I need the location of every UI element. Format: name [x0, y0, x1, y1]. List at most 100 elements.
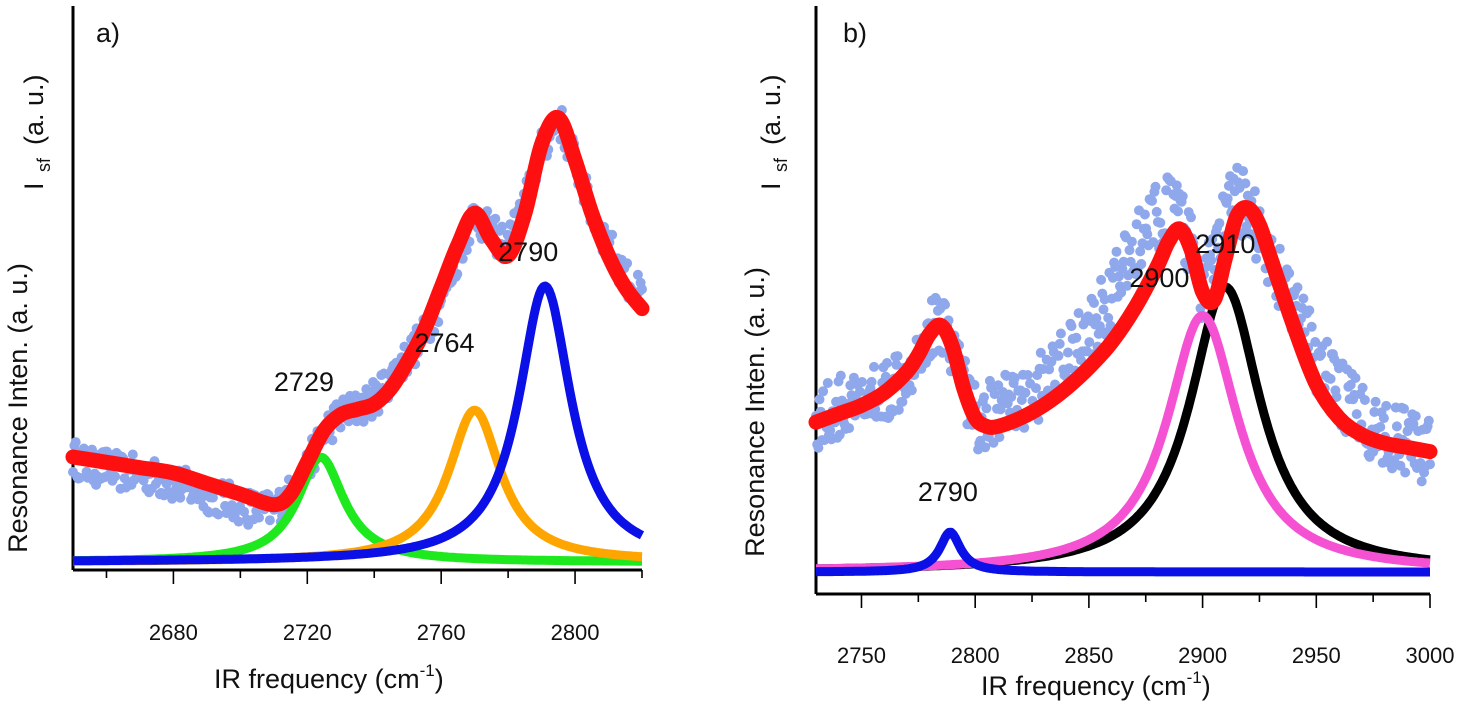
data-point: [979, 392, 989, 403]
data-point: [1147, 195, 1157, 206]
data-point: [818, 386, 829, 397]
data-point: [1416, 476, 1427, 487]
data-point: [1148, 237, 1159, 248]
data-point: [825, 425, 836, 436]
panel-b-ylabel-bottom: Resonance Inten. (a. u.): [740, 267, 770, 557]
data-point: [207, 492, 218, 503]
data-point: [1022, 370, 1033, 380]
panel-a-label: a): [96, 18, 120, 48]
x-tick-label: 2800: [951, 643, 1000, 668]
data-point: [1249, 186, 1260, 197]
data-point: [892, 351, 903, 362]
data-point: [1370, 396, 1381, 407]
resonance-curve-2790: [70, 281, 645, 566]
data-point: [1113, 271, 1124, 282]
data-point: [1103, 312, 1114, 323]
data-point: [254, 512, 264, 523]
panel-a-xlabel-sup: -1: [420, 661, 435, 680]
panel-a: a) I sf (a. u.) Resonance Inten. (a. u.)…: [3, 6, 650, 694]
data-point: [1331, 392, 1342, 402]
panel-b-xlabel-sup: -1: [1187, 668, 1202, 687]
data-point: [1118, 256, 1129, 267]
data-point: [239, 506, 250, 517]
data-point: [1071, 332, 1082, 343]
panel-a-xlabel: IR frequency (cm-1): [214, 661, 444, 694]
panel-a-ylabel-top-main: I: [19, 182, 49, 190]
data-point: [70, 437, 81, 448]
data-point: [1381, 400, 1392, 411]
data-point: [1091, 313, 1102, 324]
panel-b-ylabel-top: I sf (a. u.): [756, 74, 791, 190]
data-point: [1053, 350, 1064, 361]
data-point: [1400, 467, 1411, 478]
data-point: [1357, 382, 1368, 393]
data-point: [327, 435, 338, 446]
data-point: [1139, 209, 1150, 220]
x-tick-label: 2950: [1292, 643, 1341, 668]
data-point: [995, 404, 1006, 415]
data-point: [1325, 373, 1336, 384]
data-point: [1054, 338, 1065, 349]
data-point: [822, 378, 833, 388]
data-point: [607, 229, 618, 240]
data-point: [1035, 347, 1046, 358]
peak-label-2790: 2790: [498, 237, 558, 267]
data-point: [213, 509, 224, 520]
data-point: [1089, 298, 1099, 308]
data-point: [637, 284, 647, 295]
data-point: [1122, 280, 1133, 291]
data-point: [1142, 229, 1153, 240]
data-point: [1298, 293, 1309, 304]
data-point: [1096, 274, 1107, 285]
data-point: [1125, 256, 1136, 267]
peak-label-2729: 2729: [274, 367, 334, 397]
data-point: [1206, 255, 1217, 266]
x-tick-label: 2900: [1178, 643, 1227, 668]
data-point: [1251, 253, 1262, 264]
data-point: [1171, 180, 1182, 191]
peak-label-2910: 2910: [1195, 229, 1255, 259]
data-point: [893, 404, 904, 415]
data-point: [835, 370, 846, 381]
data-point: [1031, 383, 1041, 394]
panel-b-resonance-curves: [813, 282, 1433, 577]
x-tick-label: 3000: [1406, 643, 1455, 668]
data-point: [127, 449, 138, 460]
data-point: [866, 376, 877, 387]
data-point: [1284, 268, 1295, 279]
panel-a-fit-curve: [65, 110, 650, 513]
data-point: [1098, 304, 1109, 315]
data-point: [1423, 415, 1434, 426]
data-point: [1241, 221, 1252, 232]
data-point: [1351, 409, 1362, 420]
data-point: [1009, 373, 1020, 383]
data-point: [969, 379, 980, 390]
peak-label-2790: 2790: [918, 477, 978, 507]
x-tick-label: 2850: [1064, 643, 1113, 668]
peak-label-2764: 2764: [414, 328, 474, 358]
x-tick-label: 2720: [283, 620, 332, 645]
panel-a-xlabel-main: IR frequency (cm: [214, 664, 420, 694]
data-point: [1055, 328, 1066, 339]
data-point: [1222, 193, 1233, 204]
data-point: [622, 258, 633, 269]
data-point: [1240, 178, 1251, 189]
x-tick-label: 2800: [551, 620, 600, 645]
panel-b-ylabel-top-unit: (a. u.): [756, 74, 786, 145]
x-tick-label: 2750: [837, 643, 886, 668]
data-point: [1173, 206, 1183, 217]
panel-b-fit-curve: [808, 200, 1438, 460]
data-point: [1094, 321, 1105, 332]
data-point: [869, 361, 879, 372]
data-point: [981, 403, 992, 414]
data-point: [1006, 392, 1017, 402]
data-point: [857, 377, 868, 387]
data-point: [1150, 181, 1161, 192]
panel-b-xlabel: IR frequency (cm-1): [981, 668, 1211, 701]
data-point: [937, 347, 948, 358]
data-point: [233, 516, 244, 527]
panel-b: b) I sf (a. u.) Resonance Inten. (a. u.)…: [740, 6, 1454, 701]
resonance-curve-2790: [813, 527, 1433, 577]
data-point: [906, 385, 917, 396]
